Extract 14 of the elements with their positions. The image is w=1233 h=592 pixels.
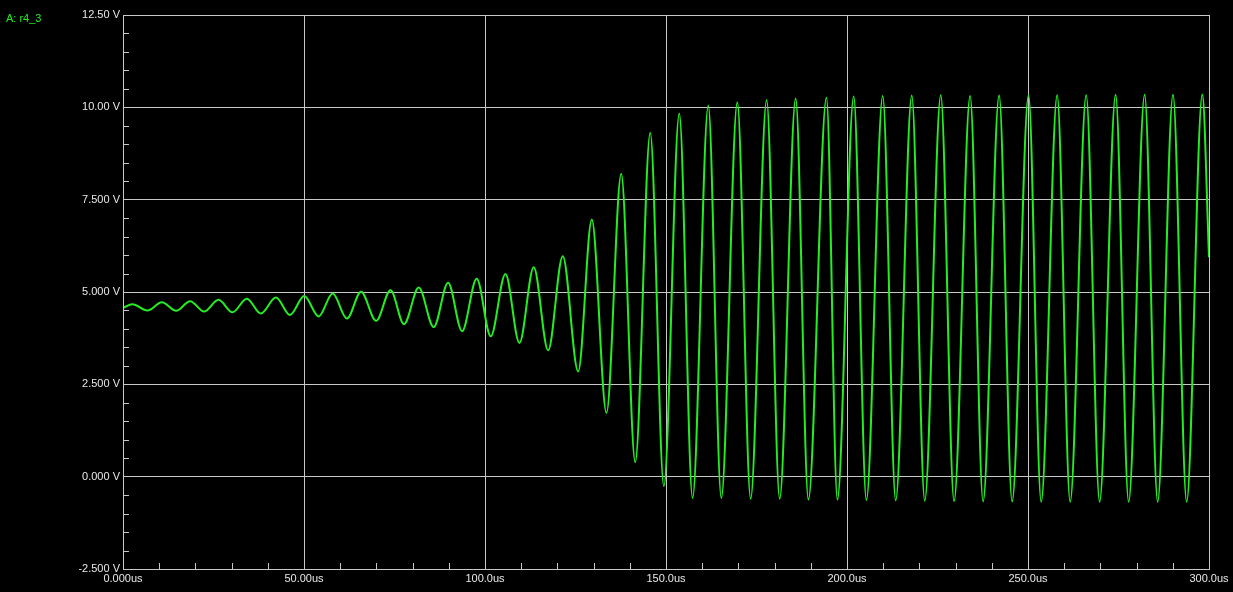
x-tick-label: 100.0us [465, 571, 506, 584]
text: A: r4_3 [6, 12, 42, 24]
y-tick-label: 0.000 V [82, 469, 121, 482]
line-series [123, 93, 1209, 503]
y-tick-label: 7.500 V [82, 192, 121, 205]
y-tick-label: 5.000 V [82, 285, 121, 298]
y-tick-label: 12.50 V [82, 8, 121, 21]
y-tick-label: 10.00 V [82, 100, 121, 113]
x-tick-label: 300.0us [1189, 571, 1230, 584]
y-tick-label: 2.500 V [82, 377, 121, 390]
x-tick-label: 200.0us [827, 571, 868, 584]
x-tick-label: 150.0us [646, 571, 687, 584]
x-tick-label: 250.0us [1008, 571, 1049, 584]
x-tick-label: 50.00us [284, 571, 325, 584]
